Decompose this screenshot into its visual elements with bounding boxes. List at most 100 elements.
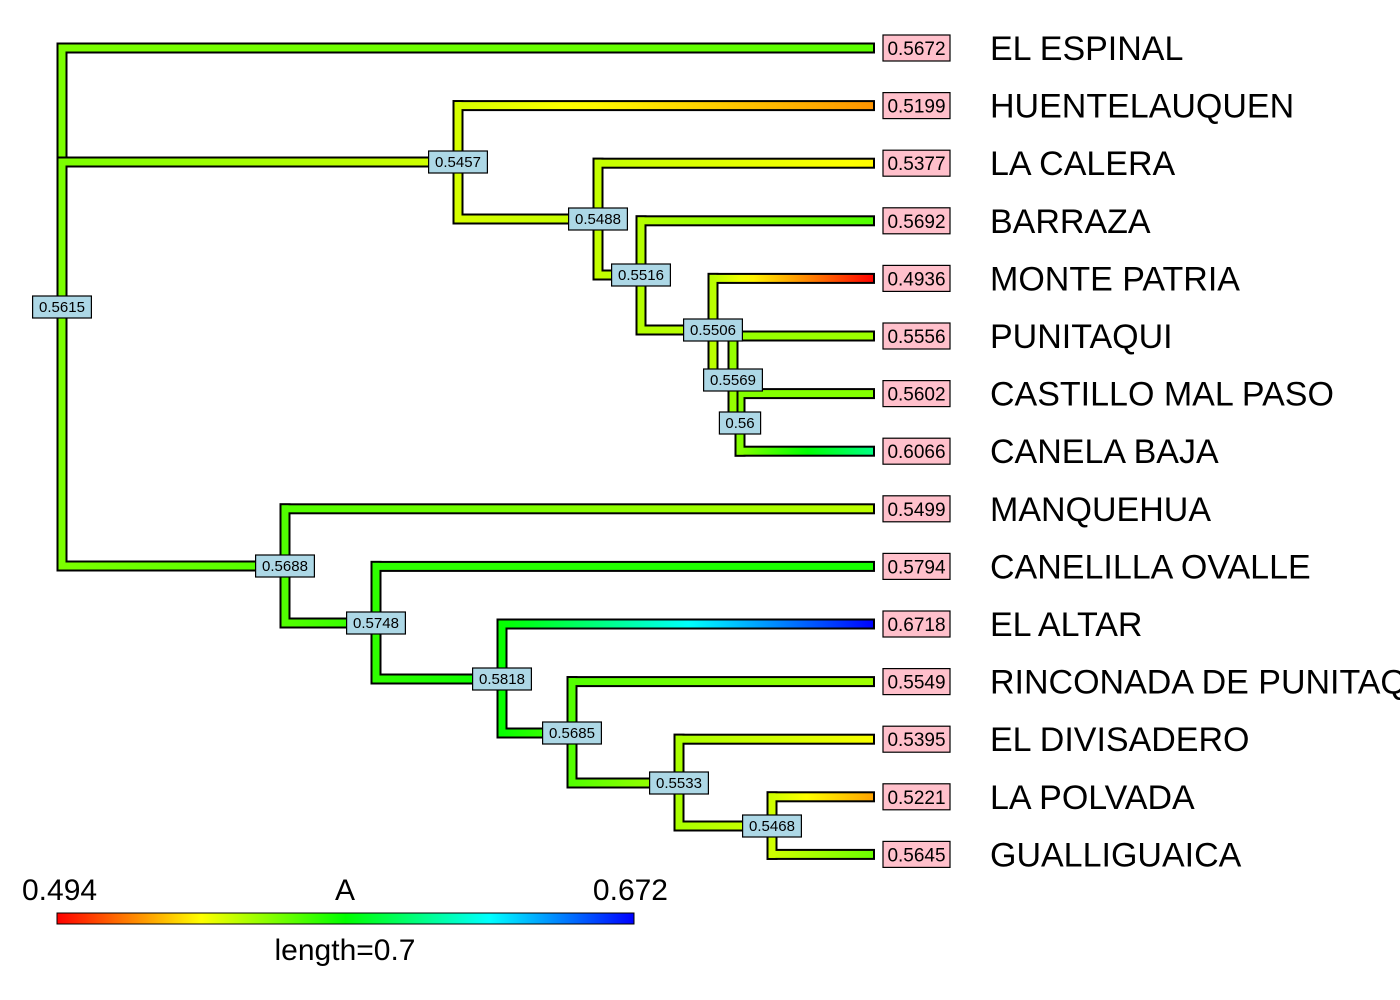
tip-value: 0.5672 <box>887 39 945 60</box>
node-value: 0.5457 <box>435 154 481 171</box>
node-label-n4: 0.5516 <box>610 263 671 287</box>
tip-name: LA POLVADA <box>990 779 1195 817</box>
node-value: 0.5748 <box>353 615 399 632</box>
branch-t4 <box>635 215 875 281</box>
tip-name: RINCONADA DE PUNITAQUI <box>990 664 1400 702</box>
node-value: 0.56 <box>725 415 754 432</box>
node-value: 0.5516 <box>618 267 664 284</box>
tip-t5: 0.4936 MONTE PATRIA <box>882 260 1240 298</box>
node-label-n11: 0.5685 <box>541 721 602 745</box>
branch-t12 <box>566 676 875 739</box>
node-label-n8: 0.5688 <box>255 554 316 578</box>
node-label-n7: 0.56 <box>718 411 762 435</box>
tip-value: 0.5221 <box>887 788 945 809</box>
node-label-n5: 0.5506 <box>682 318 743 342</box>
branch-n5 <box>635 269 713 336</box>
tip-t1: 0.5672 EL ESPINAL <box>882 30 1183 68</box>
node-value: 0.5818 <box>479 671 525 688</box>
tip-t2: 0.5199 HUENTELAUQUEN <box>882 88 1294 126</box>
branch-n10 <box>370 617 502 685</box>
branch-n3 <box>452 156 598 225</box>
branch-n2 <box>56 156 458 313</box>
node-value: 0.5688 <box>262 558 308 575</box>
node-label-n13: 0.5468 <box>741 814 802 838</box>
branch-t9 <box>279 503 875 572</box>
tip-t6: 0.5556 PUNITAQUI <box>882 318 1173 356</box>
tip-name: EL ESPINAL <box>990 30 1183 68</box>
color-legend: 0.494 A 0.672 length=0.7 <box>22 874 668 967</box>
tip-name: MONTE PATRIA <box>990 260 1240 298</box>
tip-name: EL ALTAR <box>990 606 1142 644</box>
tip-t9: 0.5499 MANQUEHUA <box>882 491 1211 529</box>
branch-t7 <box>734 388 875 429</box>
branch-n9 <box>279 560 376 629</box>
branch-n12 <box>566 727 679 789</box>
tree-length-label: length=0.7 <box>275 934 416 967</box>
node-value: 0.5685 <box>549 725 595 742</box>
tip-name: EL DIVISADERO <box>990 721 1249 759</box>
branch-t10 <box>370 560 875 629</box>
colorbar-min-label: 0.494 <box>22 874 97 907</box>
node-label-n6: 0.5569 <box>702 368 763 392</box>
tree-branches <box>56 42 875 860</box>
tip-value: 0.5602 <box>887 385 945 406</box>
branch-t3 <box>592 157 875 225</box>
colorbar <box>56 912 635 925</box>
tip-t14: 0.5221 LA POLVADA <box>882 779 1195 817</box>
tip-t13: 0.5395 EL DIVISADERO <box>882 721 1249 759</box>
tip-name: PUNITAQUI <box>990 318 1173 356</box>
node-value: 0.5615 <box>39 299 85 316</box>
branch-n8 <box>56 301 285 572</box>
node-value: 0.5468 <box>749 818 795 835</box>
tip-value: 0.6066 <box>887 442 945 463</box>
tip-t11: 0.6718 EL ALTAR <box>882 606 1142 644</box>
tip-name: HUENTELAUQUEN <box>990 88 1294 126</box>
branch-t5 <box>707 272 875 336</box>
branch-n11 <box>496 673 572 739</box>
tip-name: CASTILLO MAL PASO <box>990 376 1334 414</box>
tip-value: 0.5645 <box>887 845 945 866</box>
tip-labels: 0.5672 EL ESPINAL 0.5199 HUENTELAUQUEN 0.537… <box>882 30 1400 874</box>
node-label-n12: 0.5533 <box>648 771 709 795</box>
tip-t10: 0.5794 CANELILLA OVALLE <box>882 548 1311 586</box>
branch-t13 <box>673 733 875 789</box>
node-label-n10: 0.5818 <box>472 667 533 691</box>
node-value: 0.5506 <box>690 322 736 339</box>
node-label-n2: 0.5457 <box>428 150 489 174</box>
tip-value: 0.5692 <box>887 212 945 233</box>
tip-t15: 0.5645 GUALLIGUAICA <box>882 836 1242 874</box>
tip-value: 0.5199 <box>887 97 945 118</box>
tip-name: GUALLIGUAICA <box>990 836 1242 874</box>
tip-t4: 0.5692 BARRAZA <box>882 203 1151 241</box>
tip-value: 0.4936 <box>887 269 945 290</box>
tip-name: CANELA BAJA <box>990 433 1219 471</box>
branch-t2 <box>452 100 875 168</box>
branch-t1 <box>56 42 875 313</box>
tip-value: 0.5549 <box>887 673 945 694</box>
branch-t6 <box>727 330 875 386</box>
tip-value: 0.6718 <box>887 615 945 636</box>
tip-name: LA CALERA <box>990 145 1176 183</box>
tip-value: 0.5794 <box>887 557 946 578</box>
tip-name: MANQUEHUA <box>990 491 1211 529</box>
tip-value: 0.5556 <box>887 327 945 348</box>
branch-n13 <box>673 777 772 832</box>
colorbar-max-label: 0.672 <box>593 874 668 907</box>
colorbar-title: A <box>335 874 355 907</box>
branch-t11 <box>496 618 875 685</box>
tip-t7: 0.5602 CASTILLO MAL PASO <box>882 376 1334 414</box>
tip-name: BARRAZA <box>990 203 1151 241</box>
tip-t3: 0.5377 LA CALERA <box>882 145 1176 183</box>
tip-value: 0.5499 <box>887 500 945 521</box>
node-label-n3: 0.5488 <box>567 207 628 231</box>
node-label-n9: 0.5748 <box>346 611 407 635</box>
node-value-labels: 0.5615 0.5457 0.5488 0.5516 0.5506 0.5569 0.56… <box>31 150 802 838</box>
branch-t15 <box>766 820 875 860</box>
tip-value: 0.5395 <box>887 730 945 751</box>
node-label-root: 0.5615 <box>31 295 92 319</box>
node-value: 0.5569 <box>710 372 756 389</box>
branch-t14 <box>766 791 875 832</box>
tip-name: CANELILLA OVALLE <box>990 548 1311 586</box>
tip-t8: 0.6066 CANELA BAJA <box>882 433 1219 471</box>
